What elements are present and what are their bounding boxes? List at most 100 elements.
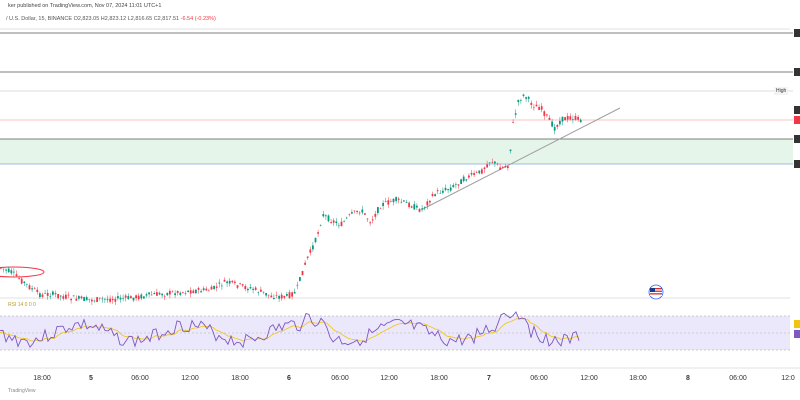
price-axis-marker <box>794 106 800 114</box>
candle <box>36 289 39 292</box>
candle <box>377 207 379 213</box>
candle <box>221 285 223 287</box>
candle <box>382 202 384 206</box>
us-flag-icon[interactable] <box>648 284 664 300</box>
candle <box>23 281 26 284</box>
candle <box>200 291 202 293</box>
candle <box>210 286 213 290</box>
time-tick-label: 12:00 <box>380 375 398 382</box>
candle <box>322 214 325 217</box>
candle <box>239 283 241 284</box>
candle <box>475 172 478 173</box>
candle <box>426 201 429 206</box>
candle <box>122 298 124 299</box>
candle <box>535 104 538 107</box>
candle <box>52 291 54 295</box>
candle <box>553 126 556 131</box>
candle <box>361 209 364 213</box>
candle <box>41 294 44 297</box>
candle <box>44 293 46 294</box>
candle <box>569 116 572 120</box>
candle <box>135 295 137 299</box>
candle <box>106 299 109 301</box>
candle <box>114 299 117 302</box>
price-axis-marker <box>794 330 800 338</box>
candle <box>392 198 395 203</box>
candle <box>96 297 98 302</box>
chart-header: ker published on TradingView.com, Nov 07… <box>0 0 790 34</box>
candle <box>319 225 322 226</box>
candle <box>293 291 296 294</box>
candle <box>192 290 195 294</box>
candle <box>405 202 408 203</box>
candle <box>202 288 205 291</box>
candle <box>2 268 5 270</box>
ellipse-annotation[interactable] <box>0 266 45 278</box>
candle <box>124 295 127 298</box>
candle <box>390 201 392 203</box>
candle <box>330 222 332 224</box>
candle <box>348 214 351 216</box>
candle <box>213 285 215 290</box>
candle <box>356 210 358 212</box>
candle <box>244 286 247 290</box>
candle <box>67 294 70 296</box>
candle <box>395 197 397 202</box>
candle <box>517 99 520 103</box>
candle <box>543 111 546 116</box>
candle <box>455 184 457 185</box>
candle <box>143 296 145 299</box>
candle <box>351 212 353 214</box>
candle <box>304 262 306 265</box>
candle <box>273 297 275 299</box>
candle <box>166 292 169 296</box>
candle <box>431 194 434 196</box>
candle <box>249 287 252 289</box>
price-axis <box>794 29 800 338</box>
price-axis-marker <box>794 68 800 76</box>
candle <box>208 290 210 292</box>
candle <box>413 204 416 210</box>
candle <box>335 221 338 224</box>
candle <box>195 289 197 294</box>
candle <box>234 281 236 283</box>
candle <box>54 293 57 295</box>
time-tick-label: 12:00 <box>580 375 598 382</box>
candle <box>140 294 143 299</box>
candle <box>257 292 260 293</box>
candle <box>530 102 533 105</box>
candle <box>158 292 161 295</box>
candle <box>218 282 221 284</box>
time-tick-label: 18:00 <box>430 375 448 382</box>
candle <box>325 215 327 217</box>
candle <box>59 295 62 297</box>
candle <box>127 296 130 300</box>
high-tag: High <box>774 87 789 95</box>
candle <box>179 292 182 295</box>
candle <box>57 294 59 299</box>
support-zone[interactable] <box>0 139 793 164</box>
candle <box>579 119 582 123</box>
price-change: -6.54 (-0.23%) <box>180 16 216 22</box>
trendline[interactable] <box>420 107 621 211</box>
candle <box>421 208 423 209</box>
candle <box>462 176 465 182</box>
candle <box>301 270 304 276</box>
candle <box>548 117 551 120</box>
candle <box>577 117 579 120</box>
candle <box>88 299 91 300</box>
candle <box>465 179 468 181</box>
candle <box>574 115 577 120</box>
candle <box>111 298 114 301</box>
candle <box>65 294 67 299</box>
time-tick-label: 18:00 <box>231 375 249 382</box>
candle <box>486 164 488 168</box>
candle <box>533 107 535 109</box>
candle <box>265 292 267 296</box>
candle <box>130 296 132 299</box>
candle <box>460 179 462 185</box>
candle <box>527 96 530 99</box>
candle <box>374 213 377 217</box>
